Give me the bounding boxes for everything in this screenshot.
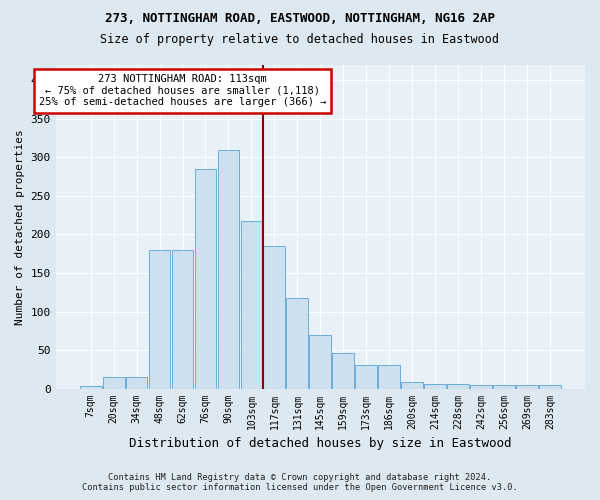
Text: Contains HM Land Registry data © Crown copyright and database right 2024.
Contai: Contains HM Land Registry data © Crown c… xyxy=(82,473,518,492)
Bar xyxy=(172,250,193,388)
Bar xyxy=(194,169,217,388)
Bar xyxy=(241,220,262,388)
Text: Size of property relative to detached houses in Eastwood: Size of property relative to detached ho… xyxy=(101,32,499,46)
Bar xyxy=(539,386,561,388)
Bar xyxy=(263,246,286,388)
Bar xyxy=(310,336,331,388)
Bar xyxy=(424,384,446,388)
Bar xyxy=(401,382,423,388)
Bar xyxy=(447,384,469,388)
Bar xyxy=(149,250,170,388)
Y-axis label: Number of detached properties: Number of detached properties xyxy=(15,129,25,324)
Bar xyxy=(103,377,125,388)
Bar xyxy=(80,386,101,388)
X-axis label: Distribution of detached houses by size in Eastwood: Distribution of detached houses by size … xyxy=(129,437,512,450)
Bar xyxy=(332,353,354,388)
Bar xyxy=(493,386,515,388)
Bar xyxy=(286,298,308,388)
Bar xyxy=(218,150,239,388)
Text: 273, NOTTINGHAM ROAD, EASTWOOD, NOTTINGHAM, NG16 2AP: 273, NOTTINGHAM ROAD, EASTWOOD, NOTTINGH… xyxy=(105,12,495,26)
Bar xyxy=(125,377,148,388)
Bar xyxy=(470,384,492,388)
Bar xyxy=(379,364,400,388)
Bar xyxy=(355,364,377,388)
Bar xyxy=(516,386,538,388)
Text: 273 NOTTINGHAM ROAD: 113sqm
← 75% of detached houses are smaller (1,118)
25% of : 273 NOTTINGHAM ROAD: 113sqm ← 75% of det… xyxy=(39,74,326,108)
